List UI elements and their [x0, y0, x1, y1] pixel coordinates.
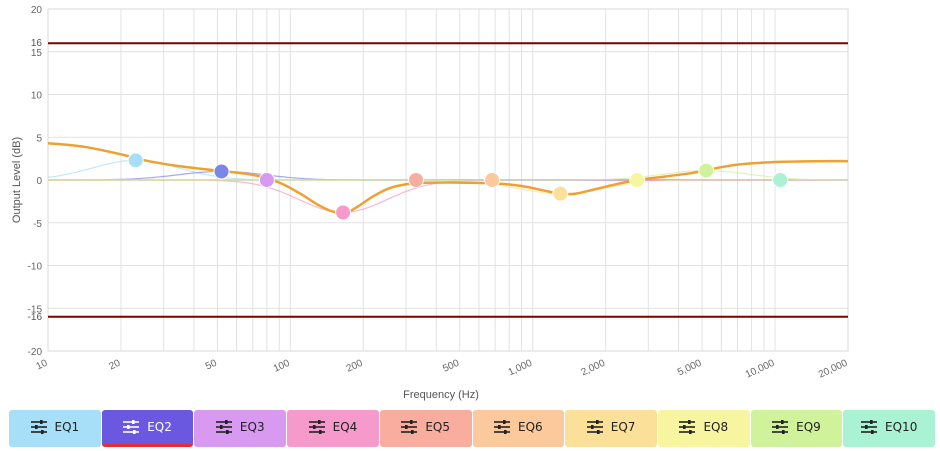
tab-label: EQ6 — [518, 420, 543, 434]
tab-label: EQ2 — [147, 420, 172, 434]
band-handles[interactable] — [127, 152, 789, 221]
band-handle-eq1[interactable] — [127, 152, 144, 169]
band-handle-eq3[interactable] — [258, 172, 275, 188]
x-tick-label: 50 — [204, 358, 219, 373]
tab-eq6[interactable]: EQ6 — [472, 410, 565, 447]
y-tick-label: 0 — [36, 176, 42, 187]
sliders-icon — [679, 420, 696, 434]
band-handle-eq2[interactable] — [213, 163, 230, 180]
tab-eq5[interactable]: EQ5 — [379, 410, 472, 447]
tab-eq1[interactable]: EQ1 — [9, 410, 101, 447]
y-tick-label: -15 — [28, 304, 43, 315]
y-tick-label: 15 — [31, 48, 43, 59]
sliders-icon — [494, 420, 511, 434]
band-handle-eq7[interactable] — [552, 185, 569, 202]
band-curve — [48, 179, 848, 214]
tab-label: EQ5 — [425, 420, 450, 434]
band-handle-eq5[interactable] — [408, 172, 425, 188]
sliders-icon — [123, 420, 140, 434]
y-tick-label: -5 — [33, 219, 42, 230]
tab-eq4[interactable]: EQ4 — [287, 410, 379, 447]
sliders-icon — [772, 420, 789, 434]
band-handle-eq10[interactable] — [772, 172, 789, 188]
x-tick-label: 20,000 — [817, 358, 850, 381]
band-curve — [48, 170, 849, 181]
x-tick-label: 5,000 — [676, 358, 704, 379]
sliders-icon — [30, 420, 47, 434]
x-axis-title: Frequency (Hz) — [403, 389, 479, 401]
tab-label: EQ8 — [703, 420, 729, 434]
band-handle-eq9[interactable] — [698, 162, 715, 179]
tab-eq2[interactable]: EQ2 — [101, 410, 194, 447]
band-curve — [48, 170, 848, 181]
sliders-icon — [586, 420, 603, 434]
x-tick-label: 10,000 — [744, 358, 777, 381]
tab-label: EQ9 — [796, 420, 821, 434]
sliders-icon — [308, 420, 325, 434]
limit-line-label: 16 — [31, 38, 43, 49]
y-axis-title: Output Level (dB) — [11, 137, 23, 223]
tab-eq9[interactable]: EQ9 — [750, 410, 843, 447]
limit-line-label: -16 — [28, 312, 43, 323]
band-curves — [47, 159, 849, 214]
tab-eq8[interactable]: EQ8 — [657, 410, 750, 447]
x-tick-label: 20 — [107, 358, 122, 373]
band-handle-eq8[interactable] — [629, 172, 646, 188]
tab-label: EQ1 — [54, 420, 80, 434]
y-tick-label: 20 — [31, 5, 43, 16]
tab-label: EQ7 — [610, 420, 636, 434]
combined-curve — [47, 141, 849, 215]
y-tick-label: -10 — [28, 262, 43, 273]
sliders-icon — [861, 420, 878, 434]
x-tick-label: 1,000 — [507, 358, 535, 379]
eq-band-tabs: EQ1 EQ2 EQ3 EQ4 EQ5 EQ6 EQ7 EQ8 EQ9 EQ10 — [9, 410, 936, 447]
tab-eq3[interactable]: EQ3 — [194, 410, 287, 447]
tab-label: EQ10 — [885, 420, 918, 434]
tab-eq7[interactable]: EQ7 — [565, 410, 657, 447]
x-tick-label: 2,000 — [580, 358, 608, 379]
band-curve — [47, 159, 848, 181]
sliders-icon — [215, 420, 232, 434]
band-handle-eq6[interactable] — [484, 172, 501, 188]
y-tick-label: 10 — [31, 91, 43, 102]
tab-eq10[interactable]: EQ10 — [843, 410, 936, 447]
x-tick-label: 200 — [345, 358, 365, 375]
x-axis-ticks: 10 20 50 100 200 500 1,000 2,000 5,000 10,000 20,0… — [35, 358, 850, 381]
response-curve — [47, 141, 849, 215]
tab-label: EQ4 — [332, 420, 358, 434]
tab-label: EQ3 — [239, 420, 265, 434]
y-tick-label: 5 — [36, 133, 42, 144]
y-axis-ticks: 20 15 10 5 0 -5 -10 -15 -20 — [28, 5, 43, 358]
band-handle-eq4[interactable] — [335, 204, 352, 221]
sliders-icon — [401, 420, 418, 434]
y-tick-label: -20 — [28, 347, 43, 358]
x-tick-label: 100 — [272, 358, 292, 375]
x-tick-label: 10 — [35, 358, 50, 373]
x-tick-label: 500 — [441, 358, 461, 375]
